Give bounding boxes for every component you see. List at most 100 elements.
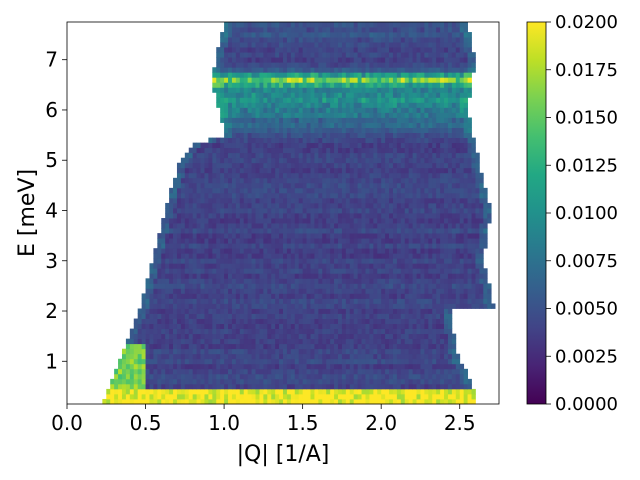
heatmap-cell [361,157,366,164]
heatmap-cell [471,268,476,274]
heatmap-cell [412,197,417,204]
heatmap-cell [353,353,359,360]
heatmap-cell [228,268,233,274]
heatmap-cell [267,393,272,400]
heatmap-cell [176,177,182,184]
heatmap-cell [322,288,327,294]
heatmap-cell [341,97,347,103]
heatmap-cell [306,283,311,289]
heatmap-cell [176,278,182,284]
heatmap-cell [283,122,288,128]
heatmap-cell [200,172,205,179]
heatmap-cell [235,207,241,214]
heatmap-cell [271,192,276,199]
heatmap-cell [341,187,347,194]
heatmap-cell [385,132,390,139]
heatmap-cell [337,393,343,400]
heatmap-cell [306,112,311,118]
heatmap-cell [475,177,480,184]
heatmap-cell [251,393,256,400]
heatmap-cell [389,333,394,340]
heatmap-cell [294,258,300,264]
heatmap-cell [396,177,402,184]
heatmap-cell [369,122,374,128]
heatmap-cell [149,378,154,385]
heatmap-cell [381,283,386,289]
heatmap-cell [208,368,213,375]
heatmap-cell [377,187,382,194]
heatmap-cell [424,162,429,169]
heatmap-cell [228,202,233,209]
heatmap-cell [326,152,331,159]
heatmap-cell [404,278,410,284]
heatmap-cell [247,313,252,319]
heatmap-cell [341,338,347,345]
heatmap-cell [334,253,339,259]
heatmap-cell [200,233,205,239]
heatmap-cell [275,358,280,365]
heatmap-cell [341,137,347,144]
heatmap-cell [180,328,186,335]
heatmap-cell [192,278,197,284]
heatmap-cell [322,248,327,254]
heatmap-cell [228,368,233,375]
heatmap-cell [479,303,484,309]
heatmap-cell [396,358,402,365]
heatmap-cell [369,353,374,360]
heatmap-cell [306,388,311,395]
heatmap-cell [357,152,362,159]
heatmap-cell [377,202,382,209]
heatmap-cell [184,263,190,269]
heatmap-cell [341,378,347,385]
heatmap-cell [349,353,355,360]
heatmap-cell [228,263,233,269]
heatmap-cell [436,102,441,108]
heatmap-cell [389,167,394,174]
heatmap-cell [275,383,280,390]
heatmap-cell [345,122,351,128]
heatmap-cell [451,207,457,214]
heatmap-cell [306,378,311,385]
heatmap-cell [392,253,398,259]
heatmap-cell [487,202,492,209]
heatmap-cell [306,288,311,294]
heatmap-cell [192,202,197,209]
heatmap-cell [196,298,201,304]
heatmap-cell [334,273,339,279]
heatmap-cell [377,288,382,294]
heatmap-cell [161,373,166,380]
heatmap-cell [192,192,197,199]
heatmap-cell [243,383,249,390]
heatmap-cell [298,207,304,214]
heatmap-cell [275,102,280,108]
heatmap-cell [330,142,335,149]
heatmap-cell [428,243,433,249]
heatmap-cell [279,308,284,314]
heatmap-cell [436,167,441,174]
heatmap-cell [392,192,398,199]
heatmap-cell [447,197,453,204]
heatmap-cell [408,313,413,319]
heatmap-cell [392,177,398,184]
heatmap-cell [428,223,433,229]
heatmap-cell [243,378,249,385]
heatmap-cell [188,273,194,279]
heatmap-cell [145,363,150,370]
heatmap-cell [471,218,476,224]
heatmap-cell [208,343,213,350]
heatmap-cell [283,132,288,139]
heatmap-cell [420,202,425,209]
heatmap-cell [330,137,335,144]
heatmap-cell [345,288,351,294]
heatmap-cell [318,132,323,139]
heatmap-cell [306,218,311,224]
heatmap-cell [373,398,378,405]
heatmap-cell [392,202,398,209]
heatmap-cell [239,298,245,304]
heatmap-cell [353,233,359,239]
heatmap-cell [283,248,288,254]
heatmap-cell [176,263,182,269]
heatmap-cell [220,218,225,224]
heatmap-cell [428,378,433,385]
heatmap-cell [235,393,241,400]
